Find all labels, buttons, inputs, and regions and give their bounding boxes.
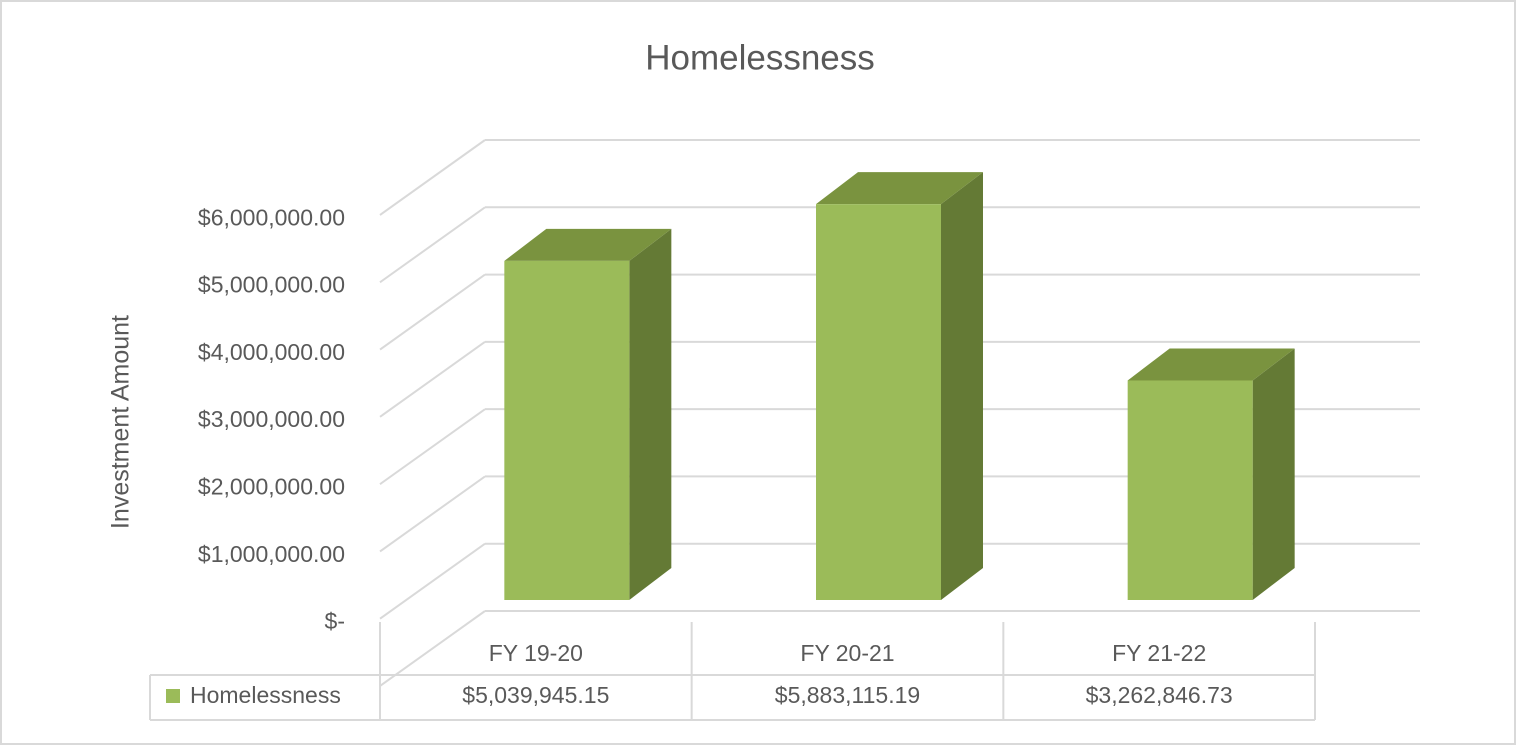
grid-line <box>379 341 486 418</box>
wall-edge <box>379 139 486 216</box>
y-tick-label: $4,000,000.00 <box>198 339 345 365</box>
bar-side <box>629 228 672 600</box>
x-tick-label: FY 21-22 <box>1112 640 1206 666</box>
grid-line <box>379 475 486 553</box>
legend-label: Homelessness <box>190 682 341 708</box>
bar-top <box>816 172 983 205</box>
y-tick-label: $1,000,000.00 <box>198 541 345 567</box>
bar <box>816 204 941 600</box>
data-label: $5,039,945.15 <box>462 682 609 708</box>
grid-line <box>379 408 486 485</box>
bar-top <box>504 228 672 261</box>
legend-swatch <box>166 689 180 703</box>
y-tick-label: $- <box>325 608 345 634</box>
data-label: $5,883,115.19 <box>775 682 920 708</box>
y-tick-label: $5,000,000.00 <box>198 272 345 298</box>
y-tick-label: $3,000,000.00 <box>198 406 345 432</box>
grid-line <box>379 273 486 351</box>
grid-line <box>379 610 486 687</box>
x-tick-label: FY 19-20 <box>489 640 583 666</box>
y-tick-label: $2,000,000.00 <box>198 474 345 500</box>
bar-side <box>1252 348 1295 600</box>
y-tick-label: $6,000,000.00 <box>198 204 345 230</box>
bar <box>504 260 630 600</box>
x-tick-label: FY 20-21 <box>800 640 894 666</box>
grid-line <box>379 206 486 284</box>
bar-top <box>1127 348 1295 381</box>
chart-title: Homelessness <box>645 38 875 77</box>
bar-side <box>941 172 983 600</box>
y-axis-label: Investment Amount <box>107 315 135 529</box>
grid-line <box>379 542 486 620</box>
data-label: $3,262,846.73 <box>1086 682 1233 708</box>
bar <box>1127 380 1253 600</box>
